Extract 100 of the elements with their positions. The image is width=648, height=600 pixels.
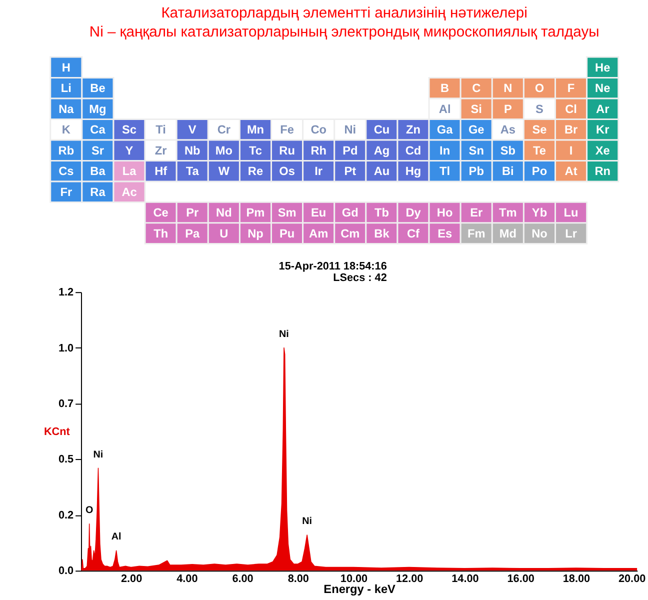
x-tick-label: 12.00 xyxy=(396,573,424,586)
category-label: Pb xyxy=(468,164,484,178)
category-label: Er xyxy=(470,206,484,220)
category-label: Co xyxy=(310,122,326,137)
category-label: Mo xyxy=(215,143,232,158)
category-label: Cd xyxy=(405,143,422,158)
category-label: Zn xyxy=(406,122,420,137)
category-label: Al xyxy=(438,102,451,116)
category-label: Si xyxy=(470,102,482,116)
category-label: H xyxy=(62,60,70,74)
category-label: Cm xyxy=(340,226,360,240)
category-label: Ir xyxy=(314,164,323,178)
category-label: At xyxy=(564,164,578,178)
category-label: Re xyxy=(248,164,264,178)
category-label: O xyxy=(534,81,544,96)
category-label: La xyxy=(122,164,137,178)
category-label: Au xyxy=(374,164,390,178)
category-label: Lu xyxy=(564,206,578,220)
category-label: Sb xyxy=(500,143,516,158)
category-label: Ce xyxy=(153,206,169,220)
y-tick-label: 1.0 xyxy=(58,342,74,354)
category-label: N xyxy=(504,81,512,96)
y-tick-label: 0.2 xyxy=(58,509,74,522)
annotation: Ni xyxy=(302,516,312,528)
category-label: Tc xyxy=(249,143,262,158)
category-label: Zr xyxy=(154,143,168,158)
category-label: Tl xyxy=(440,164,450,178)
category-label: Np xyxy=(248,226,264,240)
category-label: Hg xyxy=(405,164,422,178)
category-label: No xyxy=(532,226,548,240)
category-label: I xyxy=(569,143,573,158)
y-tick-label: 0.7 xyxy=(58,398,74,410)
category-label: Fe xyxy=(280,122,294,137)
category-label: Tb xyxy=(374,206,389,220)
category-label: Ti xyxy=(156,122,166,137)
category-label: Sc xyxy=(122,122,137,137)
x-tick-label: 16.00 xyxy=(507,573,534,586)
category-label: Dy xyxy=(406,206,422,220)
x-tick-label: 2.00 xyxy=(120,573,142,586)
category-label: Xe xyxy=(595,143,610,158)
y-tick-label: 1.2 xyxy=(58,286,74,299)
category-label: Ru xyxy=(279,143,295,158)
category-label: Rb xyxy=(58,143,74,158)
category-label: Pa xyxy=(185,226,200,240)
category-label: He xyxy=(595,60,611,74)
category-label: Bk xyxy=(374,226,390,240)
category-label: Cu xyxy=(374,122,390,137)
x-tick-label: 18.00 xyxy=(562,573,590,586)
category-label: Ra xyxy=(90,184,106,199)
category-label: Rh xyxy=(310,143,326,158)
category-label: As xyxy=(500,122,516,137)
category-label: Pu xyxy=(279,226,295,240)
category-label: Gd xyxy=(342,206,358,220)
category-label: Bi xyxy=(502,164,514,178)
category-label: Ac xyxy=(122,184,138,199)
category-label: Sr xyxy=(91,143,104,158)
text: Ni – қаңқалы катализаторларының электрондық микроскопиялық талдауы xyxy=(89,24,600,40)
category-label: Te xyxy=(533,143,546,158)
category-label: Fr xyxy=(60,184,72,199)
category-label: Eu xyxy=(311,206,326,220)
x-tick-label: 8.00 xyxy=(288,573,309,586)
category-label: Yb xyxy=(532,206,548,220)
x-tick-label: 4.00 xyxy=(176,573,198,586)
category-label: Ca xyxy=(90,122,106,137)
x-tick-label: 20.00 xyxy=(618,573,646,586)
category-label: V xyxy=(188,122,196,137)
category-label: Y xyxy=(125,143,134,158)
category-label: Ar xyxy=(596,102,610,116)
category-label: W xyxy=(218,164,230,178)
category-label: Ga xyxy=(436,122,454,137)
category-label: Fm xyxy=(467,226,486,240)
category-label: Ne xyxy=(595,81,611,96)
category-label: Tm xyxy=(499,206,517,220)
text: Катализаторлардың элементті анализінің нәтижелері xyxy=(161,6,528,22)
category-label: Ni xyxy=(344,122,356,137)
y-axis-title: KCnt xyxy=(44,426,70,438)
category-label: Cl xyxy=(565,102,577,116)
category-label: S xyxy=(536,102,544,116)
category-label: Mn xyxy=(246,122,264,137)
annotation: Ni xyxy=(93,449,104,460)
category-label: Ba xyxy=(90,164,106,178)
category-label: C xyxy=(472,81,482,96)
category-label: Rn xyxy=(594,164,610,178)
category-label: Sm xyxy=(278,206,296,220)
category-label: Nb xyxy=(184,143,200,158)
category-label: Cr xyxy=(217,122,231,137)
x-tick-label: 6.00 xyxy=(232,573,254,586)
category-label: Ag xyxy=(374,143,390,158)
category-label: U xyxy=(220,226,228,240)
category-label: Th xyxy=(154,226,168,240)
category-label: Ho xyxy=(436,206,453,220)
category-label: Pd xyxy=(342,143,358,158)
category-label: Se xyxy=(532,122,548,137)
category-label: Es xyxy=(438,226,452,240)
category-label: B xyxy=(440,81,450,96)
x-tick-label: 14.00 xyxy=(452,573,479,586)
category-label: Br xyxy=(564,122,578,137)
category-label: Cs xyxy=(58,164,74,178)
category-label: Pt xyxy=(344,164,356,178)
category-label: Lr xyxy=(565,226,578,240)
